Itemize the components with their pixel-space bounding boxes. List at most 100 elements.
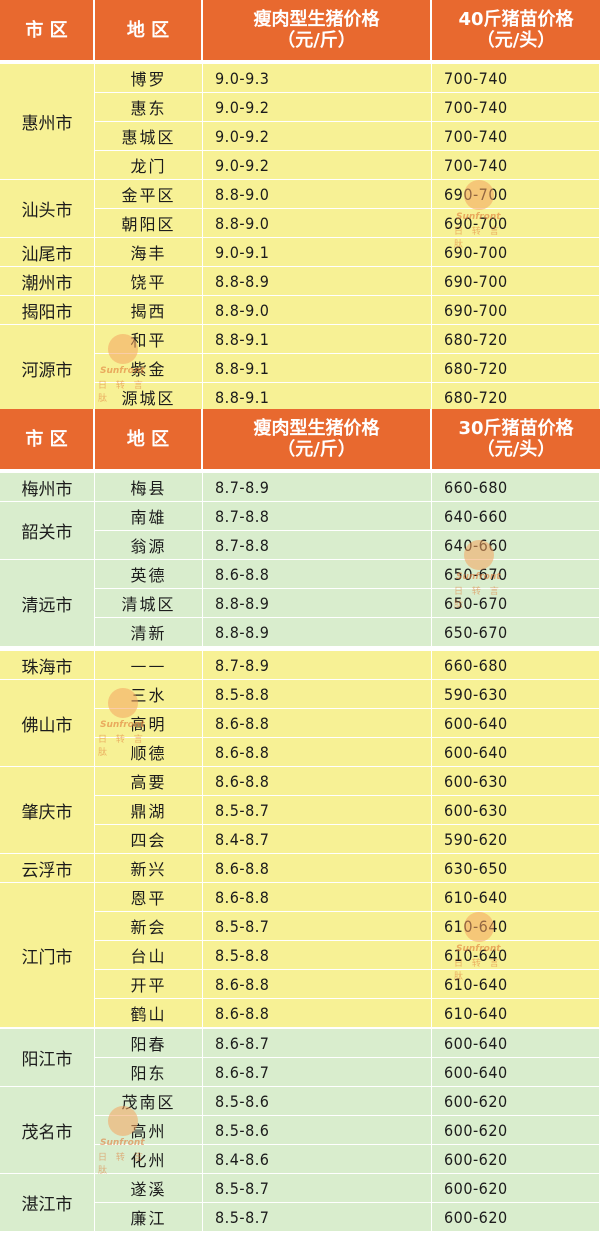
hog-price-cell: 8.5-8.7	[203, 1203, 432, 1232]
city-cell: 茂名市	[0, 1087, 95, 1174]
hog-price-cell: 8.5-8.6	[203, 1087, 432, 1116]
piglet-price-cell: 610-640	[432, 999, 600, 1028]
city-cell: 江门市	[0, 883, 95, 1028]
district-cell: 惠城区	[95, 122, 203, 151]
piglet-price-cell: 690-700	[432, 296, 600, 325]
hog-price-cell: 8.6-8.7	[203, 1029, 432, 1058]
piglet-price-cell: 680-720	[432, 383, 600, 412]
district-cell: 鹤山	[95, 999, 203, 1028]
district-cell: 揭西	[95, 296, 203, 325]
hog-price-cell: 8.8-8.9	[203, 589, 432, 618]
hog-price-cell: 8.8-9.0	[203, 209, 432, 238]
city-cell: 惠州市	[0, 64, 95, 180]
hog-price-cell: 8.6-8.8	[203, 854, 432, 883]
hog-price-cell: 8.6-8.8	[203, 883, 432, 912]
district-cell: 惠东	[95, 93, 203, 122]
hog-price-cell: 8.4-8.6	[203, 1145, 432, 1174]
city-cell: 清远市	[0, 560, 95, 647]
piglet-price-cell: 590-620	[432, 825, 600, 854]
hog-price-cell: 8.8-9.0	[203, 296, 432, 325]
district-cell: 廉江	[95, 1203, 203, 1232]
district-cell: 海丰	[95, 238, 203, 267]
district-cell: 阳东	[95, 1058, 203, 1087]
hog-price-cell: 8.8-8.9	[203, 618, 432, 647]
piglet-price-cell: 600-640	[432, 1029, 600, 1058]
piglet-price-cell: 650-670	[432, 618, 600, 647]
piglet-price-cell: 640-660	[432, 531, 600, 560]
district-cell: 开平	[95, 970, 203, 999]
hog-price-cell: 8.4-8.7	[203, 825, 432, 854]
hog-price-cell: 8.7-8.9	[203, 473, 432, 502]
header-city: 市 区	[0, 409, 95, 469]
piglet-price-cell: 600-640	[432, 1058, 600, 1087]
section-north-guangdong: 梅州市 梅县 8.7-8.9 660-680 韶关市 南雄 8.7-8.8 640-660 翁源…	[0, 473, 600, 647]
piglet-price-cell: 660-680	[432, 473, 600, 502]
city-cell: 湛江市	[0, 1174, 95, 1232]
hog-price-cell: 8.7-8.8	[203, 531, 432, 560]
district-cell: 化州	[95, 1145, 203, 1174]
district-cell: 金平区	[95, 180, 203, 209]
hog-price-cell: 9.0-9.2	[203, 93, 432, 122]
hog-price-cell: 8.6-8.8	[203, 709, 432, 738]
district-cell: 三水	[95, 680, 203, 709]
district-cell: 博罗	[95, 64, 203, 93]
piglet-price-cell: 650-670	[432, 560, 600, 589]
city-cell: 肇庆市	[0, 767, 95, 854]
piglet-price-cell: 610-640	[432, 883, 600, 912]
district-cell: 遂溪	[95, 1174, 203, 1203]
district-cell: 四会	[95, 825, 203, 854]
city-cell: 韶关市	[0, 502, 95, 560]
district-cell: 南雄	[95, 502, 203, 531]
piglet-price-cell: 600-630	[432, 796, 600, 825]
piglet-price-cell: 700-740	[432, 93, 600, 122]
piglet-price-cell: 600-640	[432, 738, 600, 767]
district-cell: 新兴	[95, 854, 203, 883]
hog-price-cell: 8.8-9.0	[203, 180, 432, 209]
district-cell: 茂南区	[95, 1087, 203, 1116]
piglet-price-cell: 690-700	[432, 180, 600, 209]
piglet-price-cell: 600-620	[432, 1087, 600, 1116]
district-cell: 新会	[95, 912, 203, 941]
piglet-price-cell: 610-640	[432, 941, 600, 970]
piglet-price-cell: 600-620	[432, 1116, 600, 1145]
district-cell: 和平	[95, 325, 203, 354]
hog-price-cell: 8.5-8.7	[203, 796, 432, 825]
district-cell: 朝阳区	[95, 209, 203, 238]
piglet-price-cell: 700-740	[432, 122, 600, 151]
district-cell: 恩平	[95, 883, 203, 912]
district-cell: 鼎湖	[95, 796, 203, 825]
hog-price-cell: 8.6-8.8	[203, 738, 432, 767]
hog-price-cell: 9.0-9.3	[203, 64, 432, 93]
district-cell: 梅县	[95, 473, 203, 502]
city-cell: 河源市	[0, 325, 95, 412]
district-cell: ——	[95, 651, 203, 680]
district-cell: 顺德	[95, 738, 203, 767]
piglet-price-cell: 690-700	[432, 209, 600, 238]
section-west-guangdong: 阳江市 阳春 8.6-8.7 600-640 阳东 8.6-8.7 600-640 茂名市 茂南…	[0, 1029, 600, 1232]
hog-price-cell: 9.0-9.2	[203, 151, 432, 180]
hog-price-cell: 8.6-8.8	[203, 999, 432, 1028]
table-header-1: 市 区 地 区 瘦肉型生猪价格 （元/斤） 40斤猪苗价格 （元/头）	[0, 0, 600, 60]
hog-price-cell: 8.6-8.8	[203, 560, 432, 589]
piglet-price-cell: 660-680	[432, 651, 600, 680]
hog-price-cell: 9.0-9.1	[203, 238, 432, 267]
district-cell: 英德	[95, 560, 203, 589]
district-cell: 清城区	[95, 589, 203, 618]
district-cell: 台山	[95, 941, 203, 970]
hog-price-cell: 8.6-8.7	[203, 1058, 432, 1087]
city-cell: 梅州市	[0, 473, 95, 502]
hog-price-cell: 8.6-8.8	[203, 970, 432, 999]
hog-price-cell: 8.5-8.6	[203, 1116, 432, 1145]
hog-price-cell: 8.8-9.1	[203, 325, 432, 354]
hog-price-cell: 8.5-8.8	[203, 680, 432, 709]
piglet-price-cell: 650-670	[432, 589, 600, 618]
city-cell: 阳江市	[0, 1029, 95, 1087]
district-cell: 清新	[95, 618, 203, 647]
section-east-guangdong: 惠州市 博罗 9.0-9.3 700-740 惠东 9.0-9.2 700-740 惠城区 9.…	[0, 64, 600, 412]
district-cell: 饶平	[95, 267, 203, 296]
piglet-price-cell: 600-630	[432, 767, 600, 796]
piglet-price-cell: 700-740	[432, 151, 600, 180]
table-header-2: 市 区 地 区 瘦肉型生猪价格 （元/斤） 30斤猪苗价格 （元/头）	[0, 409, 600, 469]
hog-price-cell: 8.5-8.7	[203, 1174, 432, 1203]
piglet-price-cell: 600-640	[432, 709, 600, 738]
